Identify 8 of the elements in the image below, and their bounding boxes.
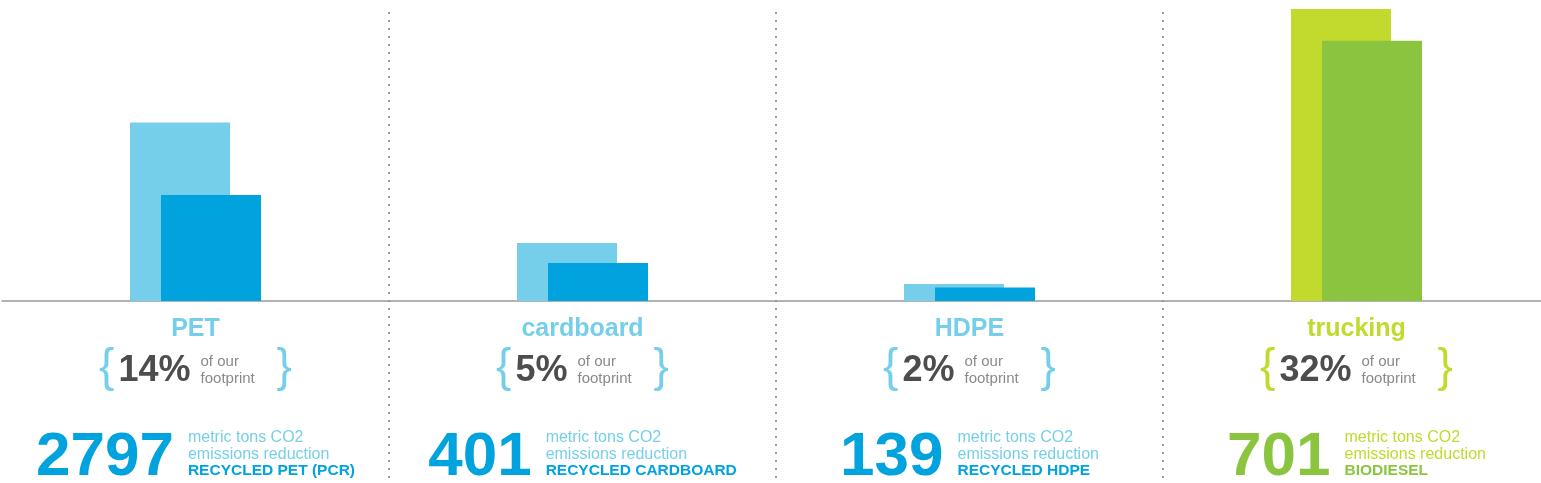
bar [1322, 40, 1422, 301]
x-tick-label: trucking [1307, 312, 1406, 341]
bar [161, 195, 261, 301]
x-tick-label: HDPE [934, 312, 1005, 341]
bar [548, 263, 648, 301]
x-tick-label: PET [171, 312, 220, 341]
bar [935, 287, 1035, 301]
x-tick-label: cardboard [521, 312, 644, 341]
